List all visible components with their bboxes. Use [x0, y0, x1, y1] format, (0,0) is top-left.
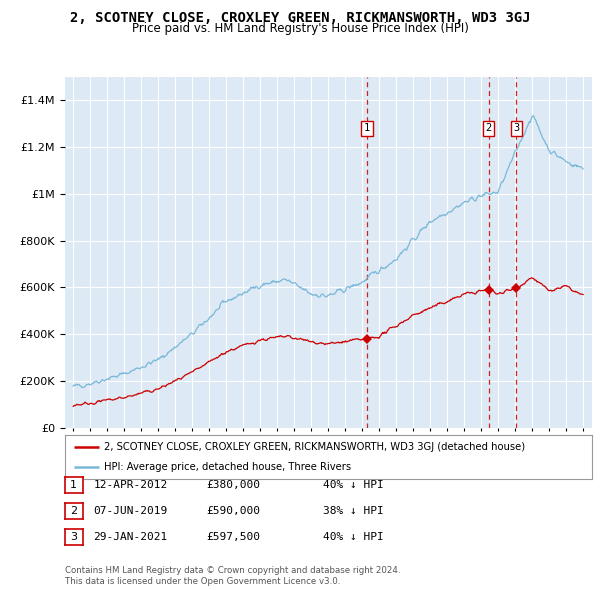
Text: 1: 1 [364, 123, 370, 133]
Text: 2: 2 [485, 123, 492, 133]
Text: 2: 2 [70, 506, 77, 516]
Text: HPI: Average price, detached house, Three Rivers: HPI: Average price, detached house, Thre… [104, 463, 352, 472]
Text: 29-JAN-2021: 29-JAN-2021 [94, 532, 168, 542]
Text: 07-JUN-2019: 07-JUN-2019 [94, 506, 168, 516]
Text: 2, SCOTNEY CLOSE, CROXLEY GREEN, RICKMANSWORTH, WD3 3GJ (detached house): 2, SCOTNEY CLOSE, CROXLEY GREEN, RICKMAN… [104, 442, 526, 452]
Text: 38% ↓ HPI: 38% ↓ HPI [323, 506, 383, 516]
Text: £380,000: £380,000 [206, 480, 260, 490]
Text: 1: 1 [70, 480, 77, 490]
Text: £597,500: £597,500 [206, 532, 260, 542]
Text: Price paid vs. HM Land Registry's House Price Index (HPI): Price paid vs. HM Land Registry's House … [131, 22, 469, 35]
Text: 40% ↓ HPI: 40% ↓ HPI [323, 480, 383, 490]
Text: Contains HM Land Registry data © Crown copyright and database right 2024.
This d: Contains HM Land Registry data © Crown c… [65, 566, 400, 586]
Text: 2, SCOTNEY CLOSE, CROXLEY GREEN, RICKMANSWORTH, WD3 3GJ: 2, SCOTNEY CLOSE, CROXLEY GREEN, RICKMAN… [70, 11, 530, 25]
Text: 12-APR-2012: 12-APR-2012 [94, 480, 168, 490]
Text: 3: 3 [514, 123, 520, 133]
Text: 40% ↓ HPI: 40% ↓ HPI [323, 532, 383, 542]
Text: £590,000: £590,000 [206, 506, 260, 516]
Text: 3: 3 [70, 532, 77, 542]
